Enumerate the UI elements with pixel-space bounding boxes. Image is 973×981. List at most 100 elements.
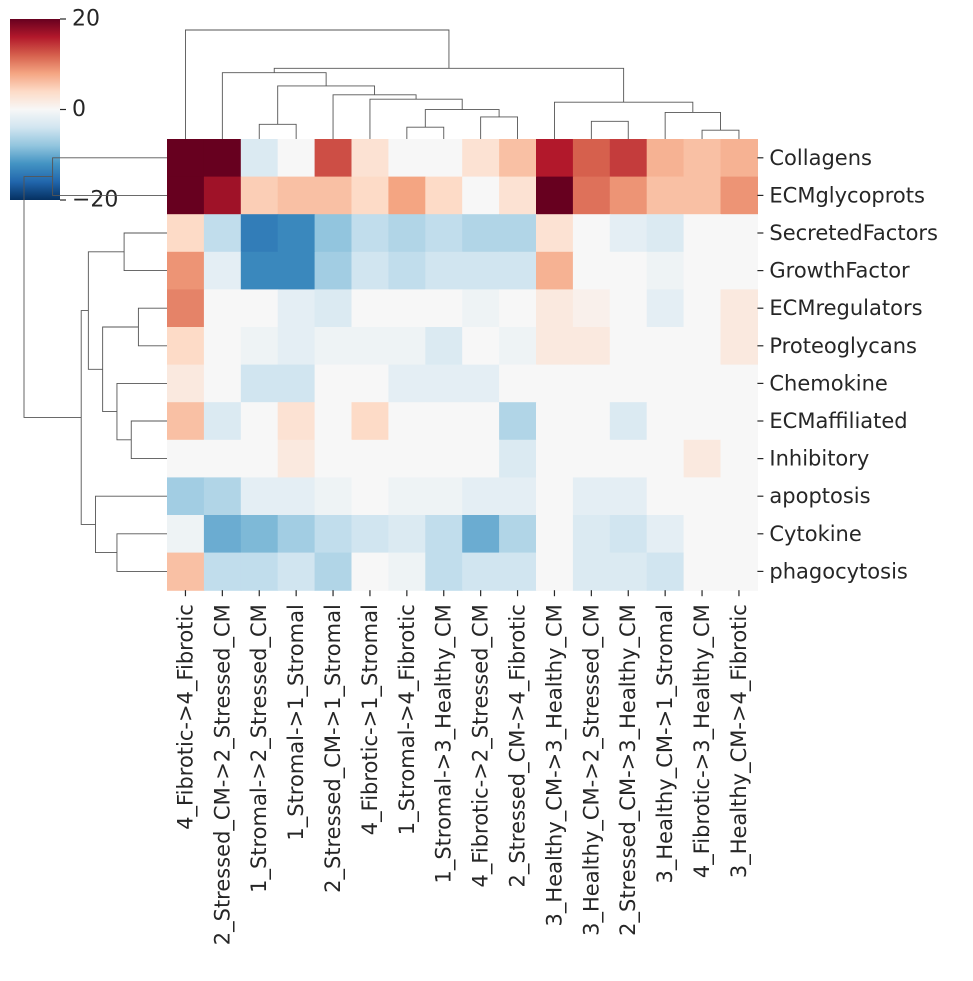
heatmap-cell bbox=[572, 402, 611, 441]
heatmap-cell bbox=[277, 176, 316, 215]
colorbar-tick-label: 0 bbox=[72, 97, 86, 122]
heatmap-cell bbox=[425, 176, 463, 215]
heatmap-cell bbox=[167, 364, 205, 403]
row-dendrogram bbox=[23, 157, 167, 572]
heatmap-cell bbox=[609, 214, 648, 253]
heatmap-cell bbox=[314, 289, 353, 328]
heatmap-cell bbox=[609, 251, 648, 290]
heatmap-cell bbox=[572, 251, 611, 290]
heatmap-cell bbox=[314, 214, 353, 253]
row-label: Proteoglycans bbox=[769, 334, 917, 358]
heatmap-cell bbox=[314, 439, 353, 478]
row-label: ECMregulators bbox=[769, 296, 922, 320]
heatmap-cell bbox=[240, 402, 279, 441]
heatmap-cell bbox=[536, 289, 574, 328]
heatmap-cell bbox=[609, 477, 648, 516]
heatmap-cell bbox=[683, 289, 722, 328]
heatmap-cell bbox=[277, 515, 316, 554]
heatmap-cell bbox=[388, 139, 426, 178]
heatmap-cell bbox=[499, 552, 537, 591]
dendrogram-link bbox=[123, 232, 167, 272]
heatmap-cell bbox=[646, 515, 685, 554]
colorbar: 20 0 −20 bbox=[10, 7, 118, 213]
heatmap-cell bbox=[720, 364, 758, 403]
dendrogram-link bbox=[116, 382, 167, 441]
dendrogram-link bbox=[23, 176, 82, 418]
heatmap-cell bbox=[425, 139, 463, 178]
heatmap-cell bbox=[720, 289, 758, 328]
heatmap-cell bbox=[388, 214, 426, 253]
heatmap-cell bbox=[240, 327, 279, 366]
column-label: 2_Stressed_CM->3_Healthy_CM bbox=[616, 604, 641, 936]
heatmap-cell bbox=[351, 176, 389, 215]
heatmap-cell bbox=[683, 552, 722, 591]
dendrogram-link bbox=[664, 112, 721, 139]
heatmap-cell bbox=[572, 214, 611, 253]
heatmap-cell bbox=[240, 139, 279, 178]
heatmap-cell bbox=[683, 176, 722, 215]
heatmap-cell bbox=[351, 515, 389, 554]
column-label: 3_Healthy_CM->3_Healthy_CM bbox=[542, 604, 567, 926]
heatmap-cell bbox=[167, 552, 205, 591]
heatmap-cell bbox=[351, 289, 389, 328]
heatmap-cell bbox=[351, 251, 389, 290]
row-label: phagocytosis bbox=[769, 559, 907, 583]
heatmap-cell bbox=[277, 327, 316, 366]
heatmap-cell bbox=[351, 364, 389, 403]
row-label: Chemokine bbox=[769, 371, 887, 395]
heatmap-cell bbox=[720, 214, 758, 253]
column-label: 3_Healthy_CM->2_Stressed_CM bbox=[579, 604, 604, 936]
heatmap-cell bbox=[167, 289, 205, 328]
heatmap-cell bbox=[609, 552, 648, 591]
heatmap-cell bbox=[646, 214, 685, 253]
column-label: 3_Healthy_CM->1_Stromal bbox=[653, 604, 678, 883]
heatmap-cell bbox=[720, 139, 758, 178]
heatmap-cell bbox=[167, 327, 205, 366]
heatmap-cell bbox=[499, 289, 537, 328]
heatmap-cell bbox=[536, 251, 574, 290]
heatmap-cell bbox=[646, 439, 685, 478]
column-label: 2_Stressed_CM->4_Fibrotic bbox=[506, 604, 531, 887]
heatmap-cell bbox=[536, 439, 574, 478]
heatmap-cell bbox=[683, 439, 722, 478]
heatmap-cell bbox=[462, 364, 500, 403]
dendrogram-link bbox=[258, 123, 297, 139]
heatmap-cell bbox=[351, 477, 389, 516]
heatmap-cell bbox=[572, 515, 611, 554]
heatmap-cell bbox=[167, 251, 205, 290]
heatmap-cell bbox=[646, 327, 685, 366]
heatmap-cell bbox=[351, 439, 389, 478]
heatmap-cell bbox=[167, 515, 205, 554]
heatmap-cell bbox=[499, 214, 537, 253]
dendrogram-link bbox=[332, 94, 417, 139]
dendrogram-link bbox=[273, 67, 625, 103]
heatmap-cell bbox=[462, 176, 500, 215]
heatmap-cell bbox=[683, 214, 722, 253]
column-label: 2_Stressed_CM->2_Stressed_CM bbox=[210, 604, 235, 945]
column-labels: 4_Fibrotic->4_Fibrotic 2_Stressed_CM->2_S… bbox=[173, 590, 752, 945]
heatmap-cell bbox=[388, 515, 426, 554]
dendrogram-link bbox=[137, 307, 167, 347]
heatmap-cell bbox=[462, 214, 500, 253]
heatmap-cell bbox=[536, 402, 574, 441]
heatmap-cell bbox=[462, 327, 500, 366]
heatmap-cell bbox=[462, 552, 500, 591]
heatmap-cell bbox=[536, 327, 574, 366]
heatmap-cell bbox=[646, 552, 685, 591]
heatmap-cell bbox=[277, 364, 316, 403]
heatmap-cell bbox=[499, 515, 537, 554]
heatmap-cell bbox=[167, 139, 205, 178]
heatmap-cell bbox=[572, 439, 611, 478]
heatmap-cell bbox=[646, 402, 685, 441]
heatmap-cell bbox=[572, 176, 611, 215]
heatmap-cell bbox=[720, 251, 758, 290]
heatmap-cell bbox=[203, 439, 242, 478]
dendrogram-link bbox=[369, 98, 463, 139]
heatmap-cell bbox=[314, 477, 353, 516]
column-label: 4_Fibrotic->1_Stromal bbox=[358, 604, 383, 835]
row-label: GrowthFactor bbox=[769, 259, 910, 283]
row-labels: Collagens ECMglycoprots SecretedFactors Gro… bbox=[757, 146, 938, 583]
heatmap-cell bbox=[720, 477, 758, 516]
heatmap-cell bbox=[425, 327, 463, 366]
